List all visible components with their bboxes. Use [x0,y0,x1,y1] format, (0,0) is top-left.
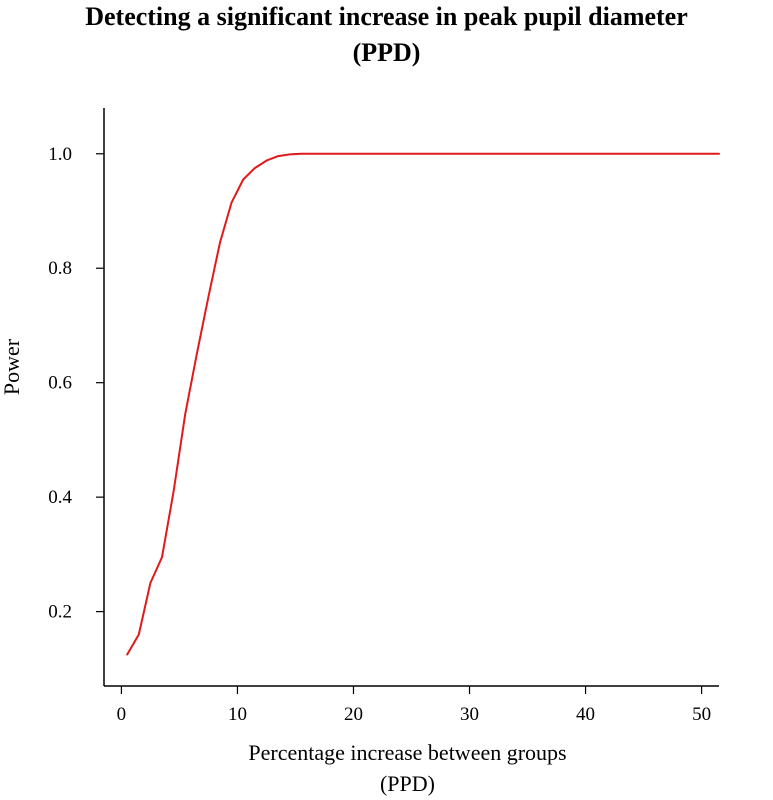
chart-title-line-2: (PPD) [352,38,421,67]
x-tick-label: 20 [344,704,363,725]
y-tick-label: 0.4 [48,487,72,508]
x-tick-label: 30 [460,704,479,725]
x-axis-title-line-1: Percentage increase between groups [248,740,566,765]
y-tick-label: 0.8 [48,258,72,279]
x-tick-label: 0 [117,704,127,725]
y-axis-title: Power [0,338,24,395]
y-tick-label: 0.2 [48,602,72,623]
x-tick-label: 10 [228,704,247,725]
chart-title-line-1: Detecting a significant increase in peak… [85,2,688,31]
x-tick-label: 50 [692,704,711,725]
y-tick-label: 0.6 [48,373,72,394]
x-tick-label: 40 [576,704,595,725]
power-curve-line [126,152,720,656]
y-tick-label: 1.0 [48,144,72,165]
x-axis-title-line-2: (PPD) [380,771,435,796]
